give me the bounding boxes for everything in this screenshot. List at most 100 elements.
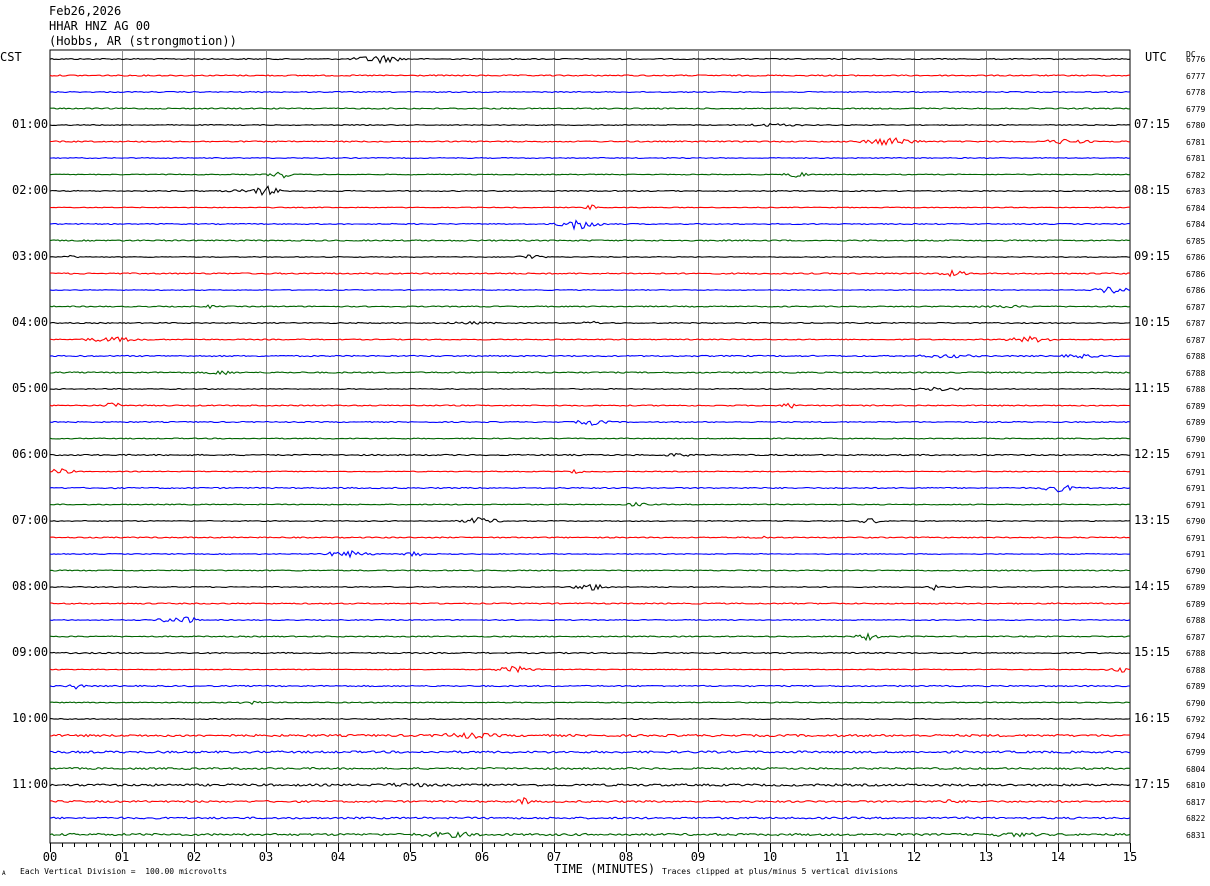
trace-line bbox=[49, 90, 1131, 94]
dc-value: 6789 bbox=[1186, 401, 1206, 411]
dc-value: 6786 bbox=[1186, 253, 1206, 262]
dc-value: 6781 bbox=[1186, 137, 1206, 147]
left-hour-label: 05:00 bbox=[12, 381, 49, 395]
dc-value: 6790 bbox=[1186, 698, 1206, 708]
x-axis-title: TIME (MINUTES) bbox=[554, 862, 656, 876]
x-tick-label: 11 bbox=[835, 850, 849, 864]
left-hour-label: 04:00 bbox=[12, 315, 49, 329]
header-date: Feb26,2026 bbox=[49, 4, 122, 18]
dc-value: 6790 bbox=[1186, 517, 1206, 526]
dc-value: 6778 bbox=[1186, 88, 1206, 97]
dc-value: 6788 bbox=[1186, 368, 1206, 378]
trace-line bbox=[49, 583, 1131, 591]
trace-line bbox=[49, 684, 1130, 690]
trace-line bbox=[49, 632, 1130, 642]
dc-value: 6791 bbox=[1186, 533, 1206, 543]
dc-value: 6790 bbox=[1186, 434, 1206, 444]
right-hour-label: 16:15 bbox=[1134, 711, 1171, 725]
trace-line bbox=[49, 766, 1131, 771]
dc-value: 6791 bbox=[1186, 484, 1206, 493]
dc-value: 6785 bbox=[1186, 236, 1206, 246]
dc-value: 6792 bbox=[1186, 715, 1206, 724]
right-hour-label: 15:15 bbox=[1134, 645, 1171, 659]
x-tick-label: 12 bbox=[907, 850, 921, 864]
dc-value: 6787 bbox=[1186, 632, 1206, 642]
seismic-traces bbox=[49, 54, 1131, 838]
trace-line bbox=[50, 370, 1131, 376]
trace-line bbox=[49, 731, 1131, 739]
trace-line bbox=[49, 549, 1131, 559]
dc-value: 6822 bbox=[1186, 814, 1206, 823]
time-grid bbox=[49, 49, 1131, 844]
left-hour-label: 09:00 bbox=[12, 645, 49, 659]
x-tick-label: 02 bbox=[187, 850, 201, 864]
trace-line bbox=[49, 831, 1131, 838]
dc-value: 6817 bbox=[1186, 797, 1206, 807]
trace-line bbox=[49, 468, 1131, 474]
trace-line bbox=[49, 569, 1130, 572]
trace-line bbox=[49, 320, 1131, 325]
trace-line bbox=[49, 335, 1131, 343]
right-hour-label: 07:15 bbox=[1134, 117, 1171, 131]
trace-line bbox=[49, 204, 1130, 211]
dc-value: 6804 bbox=[1186, 764, 1206, 774]
trace-line bbox=[49, 185, 1131, 196]
dc-value: 6787 bbox=[1186, 319, 1206, 328]
trace-line bbox=[49, 54, 1131, 65]
right-hour-label: 14:15 bbox=[1134, 579, 1171, 593]
dc-value: 6781 bbox=[1186, 154, 1206, 163]
dc-value: 6799 bbox=[1186, 748, 1206, 757]
right-hour-label: 09:15 bbox=[1134, 249, 1171, 263]
plot-frame bbox=[49, 49, 1131, 844]
right-hour-label: 08:15 bbox=[1134, 183, 1171, 197]
vertical-scale-note: Each Vertical Division = 100.00 microvol… bbox=[20, 867, 228, 876]
dc-value: 6788 bbox=[1186, 352, 1206, 361]
right-hour-label: 11:15 bbox=[1134, 381, 1171, 395]
dc-value: 6783 bbox=[1186, 187, 1206, 196]
trace-line bbox=[49, 782, 1131, 788]
dc-header-label: DC bbox=[1186, 50, 1196, 59]
corner-mark: A bbox=[2, 870, 6, 877]
dc-value: 6788 bbox=[1186, 665, 1206, 675]
x-tick-label: 01 bbox=[115, 850, 129, 864]
trace-line bbox=[49, 286, 1131, 294]
trace-line bbox=[49, 304, 1131, 310]
dc-value: 6831 bbox=[1186, 830, 1206, 840]
trace-line bbox=[49, 171, 1130, 179]
x-tick-label: 14 bbox=[1051, 850, 1065, 864]
x-tick-label: 09 bbox=[691, 850, 705, 864]
dc-value: 6779 bbox=[1186, 104, 1206, 114]
dc-value: 6794 bbox=[1186, 731, 1206, 741]
trace-line bbox=[50, 107, 1131, 110]
right-hour-label: 10:15 bbox=[1134, 315, 1171, 329]
trace-line bbox=[49, 239, 1131, 242]
dc-value: 6788 bbox=[1186, 616, 1206, 625]
left-hour-label: 11:00 bbox=[12, 777, 49, 791]
trace-line bbox=[49, 419, 1131, 426]
trace-line bbox=[49, 700, 1131, 705]
left-timezone-label: CST bbox=[0, 50, 22, 64]
right-hour-label: 12:15 bbox=[1134, 447, 1171, 461]
header-location: (Hobbs, AR (strongmotion)) bbox=[49, 34, 237, 48]
trace-line bbox=[49, 484, 1131, 493]
trace-line bbox=[49, 353, 1130, 359]
x-tick-label: 10 bbox=[763, 850, 777, 864]
dc-value: 6776 bbox=[1186, 55, 1206, 64]
trace-line bbox=[49, 122, 1131, 127]
dc-value: 6784 bbox=[1186, 220, 1206, 229]
trace-line bbox=[49, 796, 1131, 806]
dc-value: 6791 bbox=[1186, 550, 1206, 559]
trace-line bbox=[49, 816, 1131, 820]
dc-value: 6787 bbox=[1186, 302, 1206, 312]
trace-line bbox=[49, 665, 1131, 674]
right-timezone-label: UTC bbox=[1145, 50, 1167, 64]
trace-line bbox=[49, 452, 1131, 457]
left-hour-label: 03:00 bbox=[12, 249, 49, 263]
dc-value: 6788 bbox=[1186, 649, 1206, 658]
left-hour-label: 07:00 bbox=[12, 513, 49, 527]
dc-value: 6777 bbox=[1186, 71, 1206, 81]
trace-line bbox=[49, 718, 1131, 720]
x-tick-label: 04 bbox=[331, 850, 345, 864]
x-tick-label: 00 bbox=[43, 850, 57, 864]
